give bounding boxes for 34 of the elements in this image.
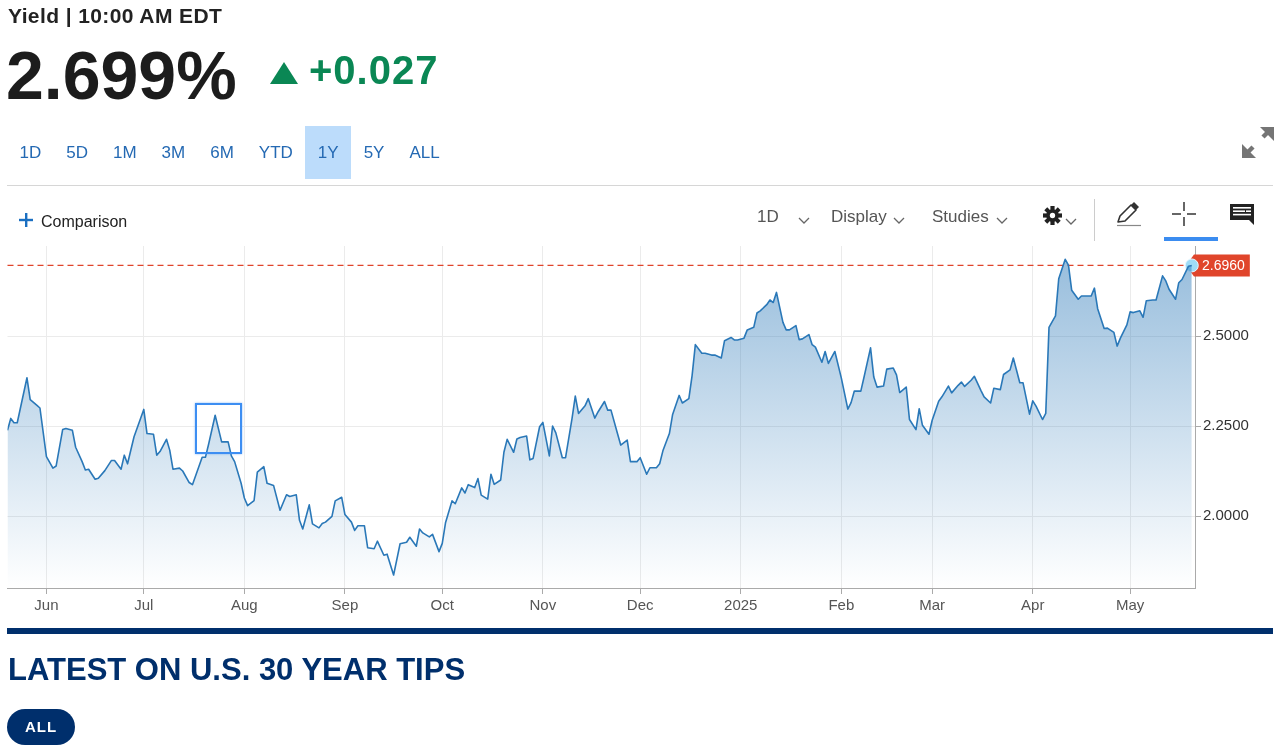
text: 1D [19, 143, 42, 162]
x-tick-label: Sep [331, 596, 359, 614]
text: ALL [409, 143, 440, 162]
x-tick-label: May [1115, 596, 1145, 614]
text: +0.027 [309, 48, 439, 92]
y-tick-label: 2.2500 [1203, 416, 1249, 434]
text: 5Y [363, 143, 385, 162]
text: YTD [258, 143, 293, 162]
x-tick-label: Dec [626, 596, 655, 614]
text: 5D [66, 143, 88, 162]
y-tick-label: 2.5000 [1203, 326, 1249, 344]
x-tick-label: Apr [1021, 596, 1045, 614]
pill-button[interactable]: ALL [7, 709, 76, 745]
x-tick-label: 2025 [724, 596, 758, 614]
tab[interactable]: 1Y [305, 126, 352, 179]
x-tick-label: Jun [34, 596, 59, 614]
chart-subtitle: 2.699% [6, 37, 237, 113]
text: Comparison [41, 213, 128, 230]
x-tick-label: Nov [529, 596, 557, 614]
text: 1D [757, 207, 779, 226]
text: Display [831, 207, 887, 226]
x-tick-label: Jul [134, 596, 154, 614]
y-tick-label: 2.0000 [1203, 506, 1249, 524]
x-tick-label: Aug [231, 596, 258, 614]
chart-title: Yield | 10:00 AM EDT [8, 4, 223, 27]
text: 1M [112, 143, 137, 162]
x-tick-label: Oct [430, 596, 455, 614]
text: 6M [210, 143, 234, 162]
text: Studies [932, 207, 989, 226]
ref-line-label: 2.6960 [1202, 257, 1246, 274]
text: LATEST ON U.S. 30 YEAR TIPS [8, 652, 466, 687]
x-tick-label: Feb [828, 596, 855, 614]
x-tick-label: Mar [919, 596, 946, 614]
text: 3M [161, 143, 186, 162]
